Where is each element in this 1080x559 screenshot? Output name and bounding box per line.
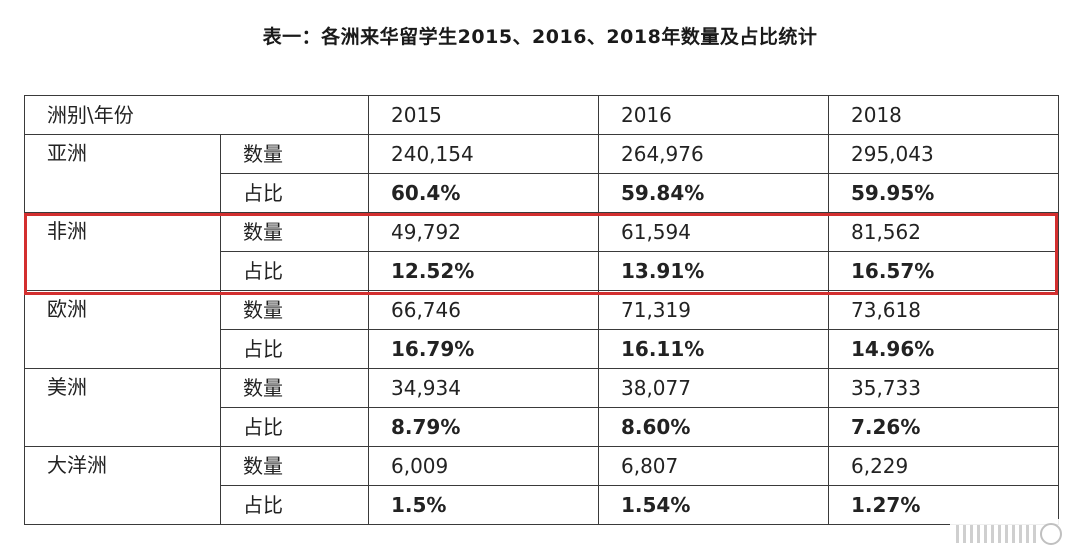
continent-cell: 美洲 [24, 368, 221, 447]
continent-cell: 欧洲 [24, 290, 221, 369]
count-cell: 38,077 [598, 368, 829, 408]
share-cell: 14.96% [828, 329, 1059, 369]
continent-cell: 亚洲 [24, 134, 221, 213]
page-title: 表一：各洲来华留学生2015、2016、2018年数量及占比统计 [262, 26, 818, 48]
table-row: 占比 12.52% 13.91% 16.57% [25, 251, 1059, 291]
table-row: 占比 16.79% 16.11% 14.96% [25, 329, 1059, 369]
count-cell: 35,733 [828, 368, 1059, 408]
table-row: 非洲 数量 49,792 61,594 81,562 [24, 212, 1059, 291]
count-cell: 264,976 [598, 134, 829, 174]
continent-cell: 非洲 [24, 212, 221, 291]
table-row: 大洋洲 数量 6,009 6,807 6,229 [24, 446, 1059, 525]
share-cell: 16.79% [368, 329, 599, 369]
count-cell: 34,934 [368, 368, 599, 408]
table-row: 亚洲 数量 240,154 264,976 295,043 [24, 134, 1059, 213]
share-cell: 7.26% [828, 407, 1059, 447]
share-cell: 8.60% [598, 407, 829, 447]
metric-label-cell: 占比 [220, 173, 369, 213]
share-cell: 1.54% [598, 485, 829, 525]
table-row: 占比 1.5% 1.54% 1.27% [25, 485, 1059, 525]
metric-label-cell: 占比 [220, 329, 369, 369]
metric-label-cell: 数量 [220, 368, 369, 408]
watermark-circle-icon [1040, 523, 1062, 545]
share-cell: 1.27% [828, 485, 1059, 525]
metric-label-cell: 数量 [220, 446, 369, 486]
header-corner-cell: 洲别\年份 [24, 95, 369, 135]
share-cell: 8.79% [368, 407, 599, 447]
table-header-row: 洲别\年份 2015 2016 2018 [24, 95, 1059, 135]
header-year-cell: 2016 [598, 95, 829, 135]
count-cell: 71,319 [598, 290, 829, 330]
watermark-logo-icon [950, 519, 1072, 549]
count-cell: 6,229 [828, 446, 1059, 486]
table-row: 美洲 数量 34,934 38,077 35,733 [24, 368, 1059, 447]
share-cell: 16.11% [598, 329, 829, 369]
share-cell: 59.84% [598, 173, 829, 213]
count-cell: 73,618 [828, 290, 1059, 330]
table-row: 占比 8.79% 8.60% 7.26% [25, 407, 1059, 447]
count-cell: 6,807 [598, 446, 829, 486]
table-row: 占比 60.4% 59.84% 59.95% [25, 173, 1059, 213]
count-cell: 66,746 [368, 290, 599, 330]
header-year-cell: 2018 [828, 95, 1059, 135]
count-cell: 6,009 [368, 446, 599, 486]
metric-label-cell: 占比 [220, 485, 369, 525]
share-cell: 16.57% [828, 251, 1059, 291]
statistics-table: 洲别\年份 2015 2016 2018 亚洲 数量 240,154 264,9… [24, 95, 1059, 525]
share-cell: 1.5% [368, 485, 599, 525]
count-cell: 81,562 [828, 212, 1059, 252]
share-cell: 60.4% [368, 173, 599, 213]
header-year-cell: 2015 [368, 95, 599, 135]
continent-cell: 大洋洲 [24, 446, 221, 525]
count-cell: 49,792 [368, 212, 599, 252]
metric-label-cell: 数量 [220, 134, 369, 174]
metric-label-cell: 占比 [220, 251, 369, 291]
count-cell: 240,154 [368, 134, 599, 174]
count-cell: 61,594 [598, 212, 829, 252]
metric-label-cell: 数量 [220, 290, 369, 330]
metric-label-cell: 数量 [220, 212, 369, 252]
share-cell: 59.95% [828, 173, 1059, 213]
table-row: 欧洲 数量 66,746 71,319 73,618 [24, 290, 1059, 369]
metric-label-cell: 占比 [220, 407, 369, 447]
count-cell: 295,043 [828, 134, 1059, 174]
share-cell: 12.52% [368, 251, 599, 291]
share-cell: 13.91% [598, 251, 829, 291]
watermark-bars-icon [956, 525, 1036, 543]
